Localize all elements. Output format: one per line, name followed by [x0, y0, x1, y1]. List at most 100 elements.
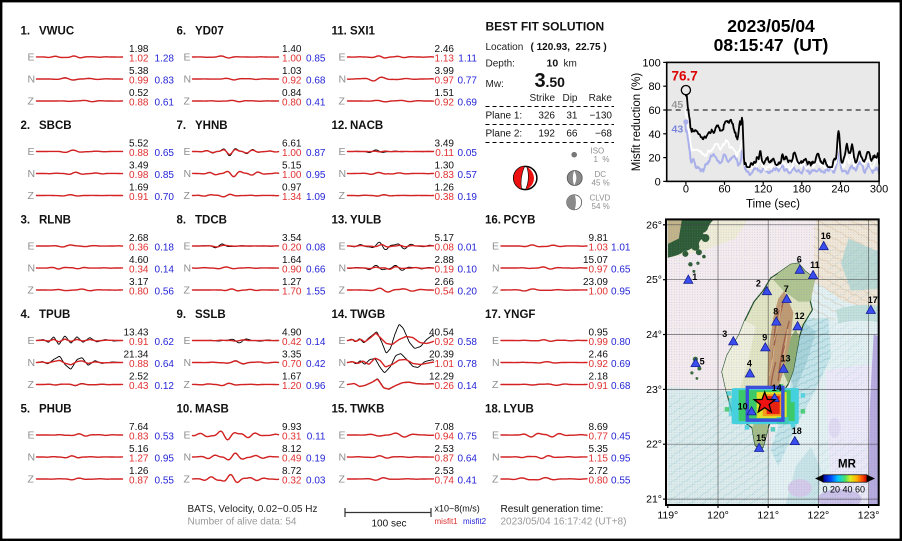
svg-text:0.88: 0.88	[129, 148, 149, 159]
svg-text:Z: Z	[339, 474, 346, 486]
svg-text:N: N	[339, 357, 347, 369]
svg-text:2023/05/04: 2023/05/04	[727, 16, 815, 36]
svg-text:MASB: MASB	[195, 404, 229, 416]
svg-text:5.: 5.	[21, 404, 31, 416]
svg-text:0.49: 0.49	[282, 454, 302, 465]
svg-text:2.68: 2.68	[129, 233, 149, 244]
svg-text:6.: 6.	[177, 26, 187, 38]
svg-text:0.34: 0.34	[129, 265, 149, 276]
svg-text:0.41: 0.41	[306, 98, 326, 109]
svg-text:Time (sec): Time (sec)	[746, 199, 800, 211]
svg-text:0.75: 0.75	[458, 432, 478, 443]
svg-text:YNGF: YNGF	[504, 309, 536, 321]
svg-text:0.69: 0.69	[611, 359, 631, 370]
svg-text:Z: Z	[184, 379, 191, 391]
svg-text:0.91: 0.91	[589, 381, 609, 392]
svg-text:4.: 4.	[21, 309, 31, 321]
svg-text:5.52: 5.52	[129, 139, 149, 150]
svg-text:22°: 22°	[646, 439, 662, 451]
svg-text:40: 40	[648, 129, 660, 141]
svg-text:E: E	[339, 430, 346, 442]
svg-text:1.27: 1.27	[129, 454, 149, 465]
svg-text:E: E	[339, 241, 346, 253]
svg-text:1.55: 1.55	[306, 287, 326, 298]
svg-text:Depth:: Depth:	[486, 59, 515, 70]
svg-text:0.92: 0.92	[435, 337, 455, 348]
svg-text:0.95: 0.95	[155, 454, 175, 465]
svg-text:N: N	[184, 263, 192, 275]
svg-text:0.11: 0.11	[307, 432, 326, 443]
svg-text:10: 10	[547, 58, 559, 70]
svg-text:9.93: 9.93	[282, 422, 302, 433]
svg-text:3: 3	[722, 329, 727, 339]
svg-text:0.14: 0.14	[306, 337, 326, 348]
svg-text:N: N	[184, 357, 192, 369]
svg-text:5.35: 5.35	[589, 444, 609, 455]
svg-text:E: E	[492, 430, 499, 442]
svg-text:0.98: 0.98	[129, 170, 149, 181]
svg-text:12: 12	[795, 311, 805, 321]
svg-text:NACB: NACB	[350, 120, 383, 132]
svg-text:1.98: 1.98	[129, 44, 149, 55]
svg-text:0.83: 0.83	[435, 170, 455, 181]
svg-text:MR: MR	[838, 459, 857, 471]
svg-text:3.49: 3.49	[435, 139, 455, 150]
svg-text:N: N	[184, 74, 192, 86]
svg-text:N: N	[492, 357, 500, 369]
svg-text:Z: Z	[339, 96, 346, 108]
svg-text:0.19: 0.19	[435, 265, 455, 276]
svg-text:21°: 21°	[646, 494, 662, 506]
svg-text:Z: Z	[28, 190, 35, 202]
svg-text:Z: Z	[339, 285, 346, 297]
svg-text:0.08: 0.08	[435, 243, 455, 254]
svg-text:1.00: 1.00	[282, 148, 302, 159]
svg-text:2023/05/04 16:17:42 (UT+8): 2023/05/04 16:17:42 (UT+8)	[501, 517, 627, 528]
svg-text:.50: .50	[546, 74, 566, 90]
svg-text:1.30: 1.30	[435, 161, 455, 172]
svg-text:1.34: 1.34	[282, 192, 302, 203]
svg-text:0.53: 0.53	[155, 432, 175, 443]
svg-text:1.11: 1.11	[458, 54, 477, 65]
svg-text:13.: 13.	[332, 215, 348, 227]
svg-text:Z: Z	[339, 379, 346, 391]
svg-text:0.97: 0.97	[589, 265, 609, 276]
svg-text:TWGB: TWGB	[350, 309, 385, 321]
svg-text:x10−8(m/s): x10−8(m/s)	[435, 504, 480, 514]
svg-text:0.19: 0.19	[306, 454, 326, 465]
svg-text:1.13: 1.13	[435, 54, 455, 65]
svg-text:1.26: 1.26	[129, 466, 149, 477]
svg-text:−68: −68	[595, 129, 612, 140]
svg-text:1.28: 1.28	[155, 54, 175, 65]
svg-text:0.88: 0.88	[129, 359, 149, 370]
svg-text:0.88: 0.88	[129, 98, 149, 109]
svg-text:E: E	[28, 146, 35, 158]
svg-text:0.62: 0.62	[155, 337, 175, 348]
svg-text:7.64: 7.64	[129, 422, 149, 433]
svg-text:24°: 24°	[646, 329, 662, 341]
svg-text:180: 180	[793, 184, 811, 196]
svg-text:0.14: 0.14	[155, 265, 175, 276]
svg-text:misfit1: misfit1	[435, 517, 459, 526]
svg-text:8.: 8.	[177, 215, 187, 227]
svg-text:TDCB: TDCB	[195, 215, 227, 227]
svg-text:VWUC: VWUC	[39, 26, 74, 38]
svg-text:1.00: 1.00	[282, 170, 302, 181]
svg-text:3.17: 3.17	[129, 277, 149, 288]
svg-text:80: 80	[648, 81, 660, 93]
svg-text:SSLB: SSLB	[195, 309, 226, 321]
svg-text:7: 7	[784, 284, 789, 294]
svg-text:8.69: 8.69	[589, 422, 609, 433]
svg-text:0.99: 0.99	[129, 76, 149, 87]
svg-text:0.87: 0.87	[306, 148, 326, 159]
svg-text:PCYB: PCYB	[504, 215, 536, 227]
svg-text:0.18: 0.18	[155, 243, 175, 254]
svg-text:E: E	[492, 335, 499, 347]
svg-text:192: 192	[538, 129, 555, 140]
svg-text:0.55: 0.55	[155, 476, 175, 487]
svg-text:0.42: 0.42	[282, 337, 302, 348]
svg-text:0.65: 0.65	[155, 148, 175, 159]
svg-text:0.01: 0.01	[458, 243, 478, 254]
svg-text:5.17: 5.17	[435, 233, 455, 244]
svg-text:misfit2: misfit2	[463, 517, 487, 526]
svg-text:PHUB: PHUB	[39, 404, 72, 416]
